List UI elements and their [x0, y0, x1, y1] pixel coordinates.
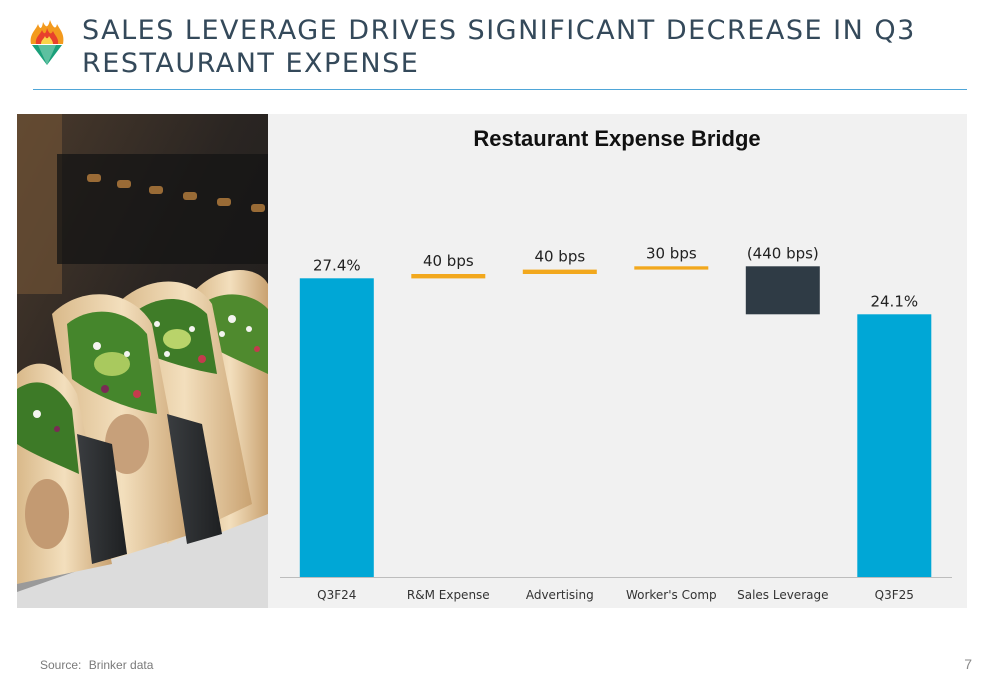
- chart-title: Restaurant Expense Bridge: [473, 126, 760, 151]
- bar-r-m-expense: [411, 274, 486, 279]
- bar-advertising: [522, 269, 597, 274]
- title-divider: [33, 89, 967, 90]
- source-note: Source: Brinker data: [40, 658, 153, 672]
- data-label-q3f24: 27.4%: [313, 256, 361, 274]
- page-number: 7: [964, 656, 972, 672]
- data-label-q3f25: 24.1%: [870, 292, 918, 310]
- chili-flame-logo-icon: [30, 20, 64, 65]
- x-tick-label-worker-s-comp: Worker's Comp: [626, 588, 717, 602]
- x-tick-label-q3f24: Q3F24: [317, 588, 356, 602]
- bar-q3f25: [857, 314, 932, 577]
- x-tick-label-r-m-expense: R&M Expense: [407, 588, 490, 602]
- data-label-advertising: 40 bps: [534, 248, 585, 266]
- x-tick-label-advertising: Advertising: [526, 588, 594, 602]
- page-title: SALES LEVERAGE DRIVES SIGNIFICANT DECREA…: [82, 15, 916, 79]
- x-tick-label-sales-leverage: Sales Leverage: [737, 588, 828, 602]
- source-label: Source:: [40, 658, 82, 672]
- data-label-sales-leverage: (440 bps): [747, 244, 819, 262]
- source-text: Brinker data: [88, 658, 154, 672]
- bar-worker-s-comp: [634, 266, 709, 270]
- data-label-r-m-expense: 40 bps: [423, 252, 474, 270]
- data-label-worker-s-comp: 30 bps: [646, 244, 697, 262]
- bar-q3f24: [299, 278, 374, 577]
- tacos-photo: [17, 114, 268, 608]
- bar-sales-leverage: [745, 266, 820, 315]
- chart-panel: Restaurant Expense Bridge 27.4% Q3F24 40 bp…: [268, 114, 967, 608]
- x-tick-label-q3f25: Q3F25: [875, 588, 914, 602]
- restaurant-expense-chart: Restaurant Expense Bridge 27.4% Q3F24 40 bp…: [280, 126, 952, 602]
